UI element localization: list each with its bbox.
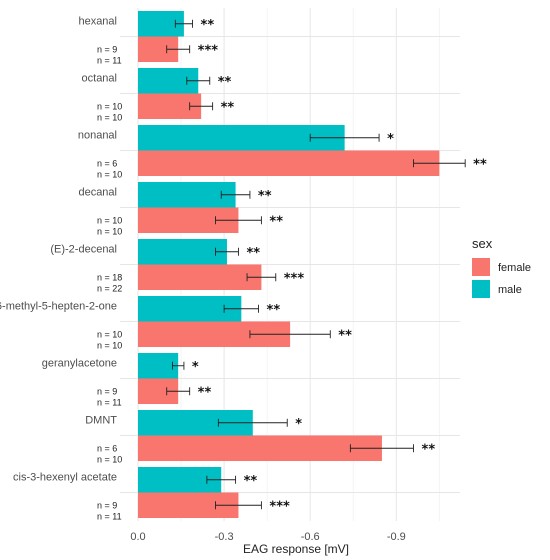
legend-label-female: female [498, 262, 531, 274]
category-label: (E)-2-decenal [50, 244, 117, 256]
n-label-male: n = 10 [97, 227, 122, 237]
bar-male [138, 182, 236, 208]
n-label-female: n = 6 [97, 444, 117, 454]
significance-label: *** [198, 43, 219, 58]
n-label-male: n = 11 [97, 398, 122, 408]
n-label-female: n = 18 [97, 273, 122, 283]
category-label: 6-methyl-5-hepten-2-one [0, 301, 117, 313]
bar-male [138, 239, 227, 265]
bar-female [138, 150, 440, 176]
legend-title: sex [472, 236, 493, 251]
significance-label: ** [269, 214, 283, 229]
n-label-female: n = 9 [97, 501, 117, 511]
x-tick-label: -0.3 [215, 531, 234, 543]
x-tick-label: -0.9 [387, 531, 406, 543]
bar-male [138, 353, 179, 379]
category-label: decanal [78, 187, 117, 199]
x-axis-title: EAG response [mV] [243, 542, 349, 556]
n-label-male: n = 10 [97, 341, 122, 351]
n-label-female: n = 10 [97, 102, 122, 112]
n-label-female: n = 6 [97, 159, 117, 169]
significance-label: ** [198, 385, 212, 400]
category-label: hexanal [78, 16, 117, 28]
bar-layer [138, 11, 440, 518]
significance-label: ** [201, 18, 215, 33]
n-label-male: n = 10 [97, 170, 122, 180]
n-label-male: n = 10 [97, 455, 122, 465]
n-label-female: n = 10 [97, 216, 122, 226]
category-label: cis-3-hexenyl acetate [13, 472, 117, 484]
error-layer [166, 19, 466, 510]
significance-label: * [387, 132, 394, 147]
significance-label: * [295, 417, 302, 432]
significance-label: ** [244, 474, 258, 489]
n-label-male: n = 10 [97, 113, 122, 123]
significance-label: ** [246, 246, 260, 261]
category-label: geranylacetone [42, 358, 117, 370]
n-label-male: n = 22 [97, 284, 122, 294]
n-label-female: n = 9 [97, 387, 117, 397]
n-label-female: n = 9 [97, 45, 117, 55]
legend-swatch-male [472, 280, 490, 298]
significance-label: * [192, 360, 199, 375]
n-label-male: n = 11 [97, 56, 122, 66]
significance-label: ** [338, 328, 352, 343]
significance-label: *** [269, 499, 290, 514]
legend-swatch-female [472, 258, 490, 276]
significance-label: ** [221, 100, 235, 115]
significance-label: ** [473, 157, 487, 172]
significance-label: ** [218, 75, 232, 90]
bar-female [138, 264, 262, 290]
significance-label: ** [267, 303, 281, 318]
category-label: DMNT [85, 415, 117, 427]
x-tick-label: 0.0 [130, 531, 145, 543]
x-tick-label: -0.6 [301, 531, 320, 543]
bar-female [138, 435, 382, 461]
significance-label: ** [422, 442, 436, 457]
n-label-female: n = 10 [97, 330, 122, 340]
significance-label: *** [284, 271, 305, 286]
category-label: octanal [82, 73, 117, 85]
significance-label: ** [258, 189, 272, 204]
legend-label-male: male [498, 284, 522, 296]
legend: sex female male [472, 236, 531, 298]
n-label-male: n = 11 [97, 512, 122, 522]
category-label: nonanal [78, 130, 117, 142]
